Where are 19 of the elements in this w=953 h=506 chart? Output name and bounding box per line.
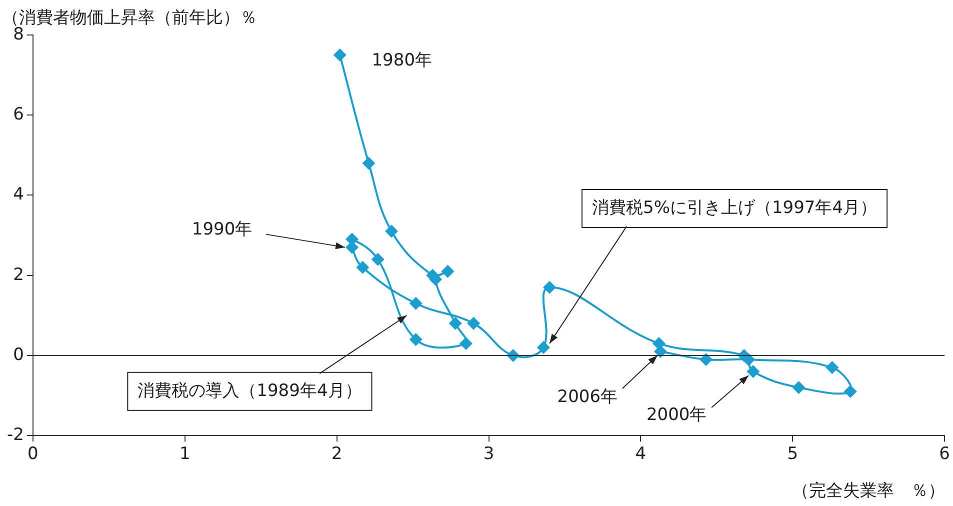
x-tick-label: 0 <box>28 444 38 464</box>
y-tick-label: -2 <box>6 425 24 446</box>
annotation: 2000年 <box>646 404 707 425</box>
annotation: 消費税の導入（1989年4月） <box>138 380 362 401</box>
annotation: 1990年 <box>192 220 252 240</box>
annotation: 1980年 <box>372 50 432 70</box>
annotation: 2006年 <box>557 386 618 407</box>
y-tick-label: 0 <box>13 344 24 365</box>
x-tick-label: 1 <box>179 444 190 464</box>
x-tick-label: 6 <box>939 444 950 464</box>
x-tick-label: 2 <box>331 444 342 464</box>
x-tick-label: 3 <box>483 444 494 464</box>
y-tick-label: 4 <box>13 184 24 205</box>
annotation: 消費税5%に引き上げ（1997年4月） <box>592 198 878 218</box>
x-axis-title: （完全失業率 ％） <box>792 480 945 502</box>
x-tick-label: 4 <box>635 444 646 464</box>
x-tick-label: 5 <box>787 444 798 464</box>
y-tick-label: 6 <box>13 104 24 125</box>
y-tick-label: 2 <box>13 264 24 285</box>
